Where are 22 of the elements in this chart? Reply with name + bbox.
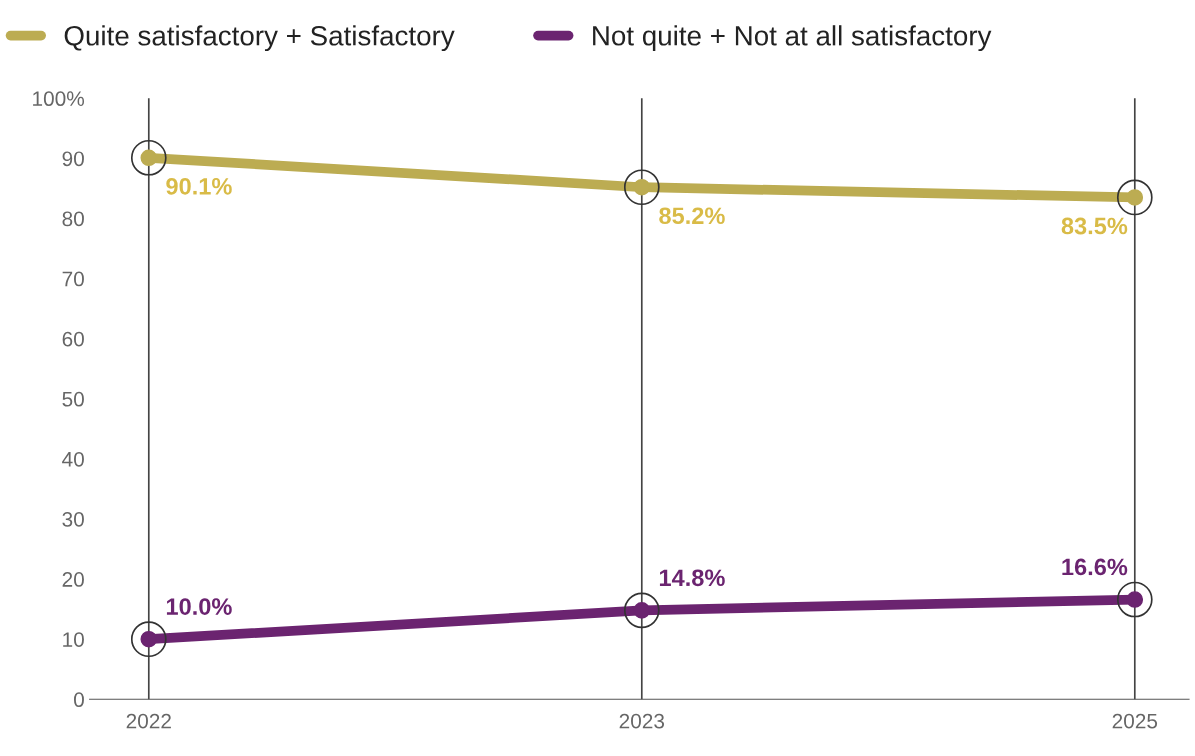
y-tick-label: 80 (62, 211, 84, 227)
data-label: 90.1% (166, 177, 232, 195)
y-tick-label: 90 (62, 151, 84, 167)
data-label: 85.2% (659, 207, 725, 225)
x-tick-label: 2025 (1112, 713, 1158, 729)
y-tick-label: 50 (62, 391, 84, 407)
x-tick-label: 2023 (619, 713, 665, 729)
y-tick-label: 10 (63, 632, 84, 647)
data-label: 14.8% (659, 569, 725, 587)
x-tick-label: 2022 (126, 713, 171, 729)
y-tick-label: 100% (33, 91, 85, 107)
y-tick-label: 60 (62, 331, 84, 347)
y-tick-label: 70 (62, 271, 84, 287)
y-tick-label: 20 (62, 572, 84, 587)
data-label: 16.6% (1062, 558, 1128, 576)
data-label: 83.5% (1061, 217, 1128, 235)
data-label: 10.0% (166, 598, 232, 615)
legend-label: Not quite + Not at all satisfactory (593, 25, 992, 52)
y-tick-label: 30 (62, 512, 84, 527)
y-tick-label: 0 (73, 692, 84, 708)
y-tick-label: 40 (62, 451, 84, 467)
legend-label: Quite satisfactory + Satisfactory (64, 25, 455, 52)
